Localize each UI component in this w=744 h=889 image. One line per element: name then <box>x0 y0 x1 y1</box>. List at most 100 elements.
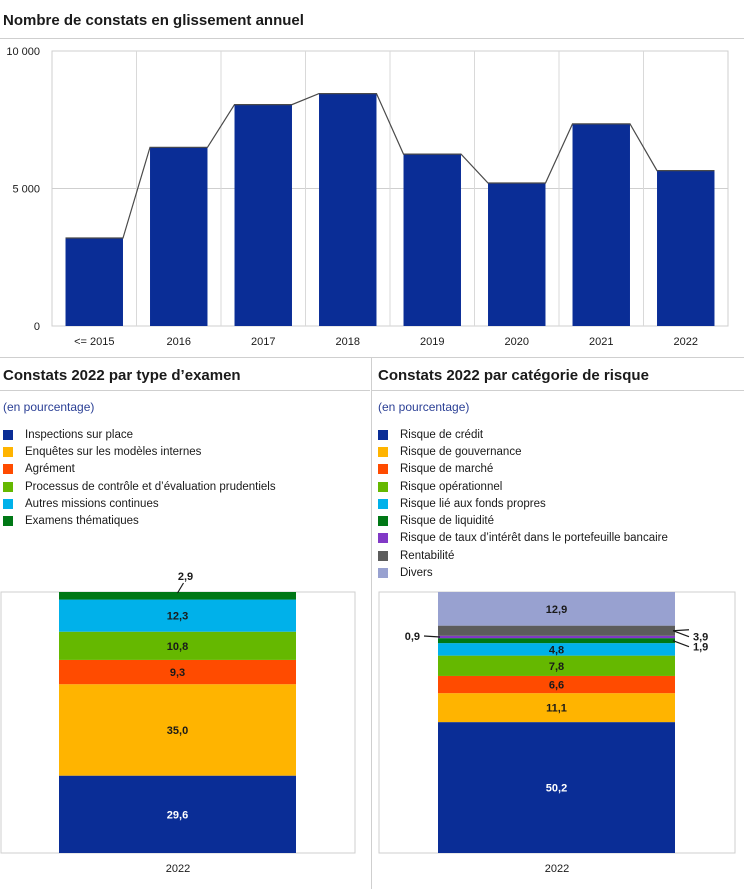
risk-chart-title: Constats 2022 par catégorie de risque <box>378 367 649 384</box>
legend-item: Agrément <box>3 461 276 478</box>
risk-stacked-chart: 2022 50,2 11,1 6,6 7,8 4,8 1,9 0,9 3,9 12,9 <box>378 591 736 875</box>
legend-label: Risque de gouvernance <box>400 445 522 458</box>
left-title-divider <box>0 390 370 391</box>
x-tick-label: 2016 <box>167 336 191 348</box>
type-chart-subtitle: (en pourcentage) <box>3 400 95 414</box>
legend-item: Risque de liquidité <box>378 512 668 529</box>
legend-swatch <box>3 481 13 492</box>
trend-line <box>65 93 715 239</box>
legend-label: Enquêtes sur les modèles internes <box>25 445 202 458</box>
y-tick-label: 10 000 <box>6 46 40 58</box>
bar <box>319 93 377 326</box>
legend-swatch <box>378 464 388 475</box>
type-chart-title: Constats 2022 par type d’examen <box>3 367 241 384</box>
stacked-segment <box>438 638 675 644</box>
data-label: 11,1 <box>546 703 567 715</box>
right-title-divider <box>372 390 744 391</box>
label-leader <box>672 640 690 648</box>
x-tick-label: 2021 <box>589 336 613 348</box>
x-tick-label: 2020 <box>505 336 529 348</box>
legend-swatch <box>378 550 388 561</box>
legend-swatch <box>3 516 13 527</box>
x-tick-label: 2019 <box>420 336 444 348</box>
legend-item: Examens thématiques <box>3 512 276 529</box>
stacked-segment <box>438 675 675 694</box>
type-chart-legend: Inspections sur place Enquêtes sur les mo… <box>3 426 276 530</box>
panel-separator <box>371 357 372 889</box>
x-tick-label: <= 2015 <box>74 336 114 348</box>
legend-item: Risque de marché <box>378 461 668 478</box>
data-label: 3,9 <box>693 632 708 644</box>
legend-label: Autres missions continues <box>25 497 159 510</box>
stacked-segment <box>438 635 675 639</box>
legend-swatch <box>378 516 388 527</box>
legend-label: Agrément <box>25 463 75 476</box>
legend-label: Risque de liquidité <box>400 515 494 528</box>
legend-swatch <box>3 446 13 457</box>
legend-label: Rentabilité <box>400 549 455 562</box>
legend-swatch <box>378 498 388 509</box>
data-label: 29,6 <box>167 809 188 821</box>
stacked-segment <box>59 684 296 776</box>
stacked-segment <box>59 599 296 632</box>
x-tick-label: 2017 <box>251 336 275 348</box>
bar <box>403 154 461 326</box>
bar <box>657 170 715 326</box>
legend-swatch <box>378 446 388 457</box>
stacked-segment <box>438 722 675 853</box>
data-label: 9,3 <box>170 667 185 679</box>
stacked-segment <box>59 631 296 660</box>
y-tick-label: 0 <box>34 321 40 333</box>
data-label: 35,0 <box>167 725 188 737</box>
stacked-segment <box>438 643 675 656</box>
x-tick-label: 2022 <box>674 336 698 348</box>
legend-swatch <box>3 429 13 440</box>
risk-chart-subtitle: (en pourcentage) <box>378 400 470 414</box>
data-label: 0,9 <box>405 631 420 643</box>
bar <box>488 183 546 326</box>
data-label: 4,8 <box>549 644 564 656</box>
legend-item: Risque de taux d’intérêt dans le portefe… <box>378 530 668 547</box>
data-label: 2,9 <box>178 571 193 583</box>
stacked-segment <box>438 693 675 723</box>
data-label: 7,8 <box>549 661 564 673</box>
label-leader <box>176 582 185 594</box>
legend-item: Processus de contrôle et d’évaluation pr… <box>3 478 276 495</box>
bar-chart-title: Nombre de constats en glissement annuel <box>3 12 304 29</box>
legend-item: Divers <box>378 564 668 581</box>
legend-item: Rentabilité <box>378 547 668 564</box>
label-leader <box>672 629 690 632</box>
stacked-segment <box>438 625 675 636</box>
x-tick-label: 2018 <box>336 336 360 348</box>
legend-label: Risque de crédit <box>400 428 484 441</box>
legend-item: Risque de gouvernance <box>378 443 668 460</box>
legend-label: Risque de taux d’intérêt dans le portefe… <box>400 532 668 545</box>
type-stacked-chart: 2022 29,6 35,0 9,3 10,8 12,3 2,9 <box>0 571 356 875</box>
label-leader <box>672 630 690 638</box>
x-tick-label: 2022 <box>545 863 569 875</box>
legend-label: Risque opérationnel <box>400 480 503 493</box>
bar <box>234 104 292 326</box>
data-label: 10,8 <box>167 641 188 653</box>
legend-swatch <box>378 481 388 492</box>
legend-item: Enquêtes sur les modèles internes <box>3 443 276 460</box>
legend-item: Risque lié aux fonds propres <box>378 495 668 512</box>
legend-item: Risque opérationnel <box>378 478 668 495</box>
legend-label: Examens thématiques <box>25 515 139 528</box>
bar <box>150 147 208 326</box>
legend-item: Risque de crédit <box>378 426 668 443</box>
legend-label: Risque lié aux fonds propres <box>400 497 546 510</box>
legend-swatch <box>3 464 13 475</box>
stacked-segment <box>438 655 675 676</box>
legend-swatch <box>3 498 13 509</box>
legend-label: Divers <box>400 567 433 580</box>
data-label: 1,9 <box>693 642 708 654</box>
label-leader <box>423 635 441 638</box>
stacked-segment <box>59 775 296 853</box>
data-label: 12,9 <box>546 604 567 616</box>
y-tick-label: 5 000 <box>12 184 40 196</box>
data-label: 50,2 <box>546 783 567 795</box>
legend-swatch <box>378 429 388 440</box>
legend-swatch <box>378 533 388 544</box>
bar <box>572 123 630 326</box>
